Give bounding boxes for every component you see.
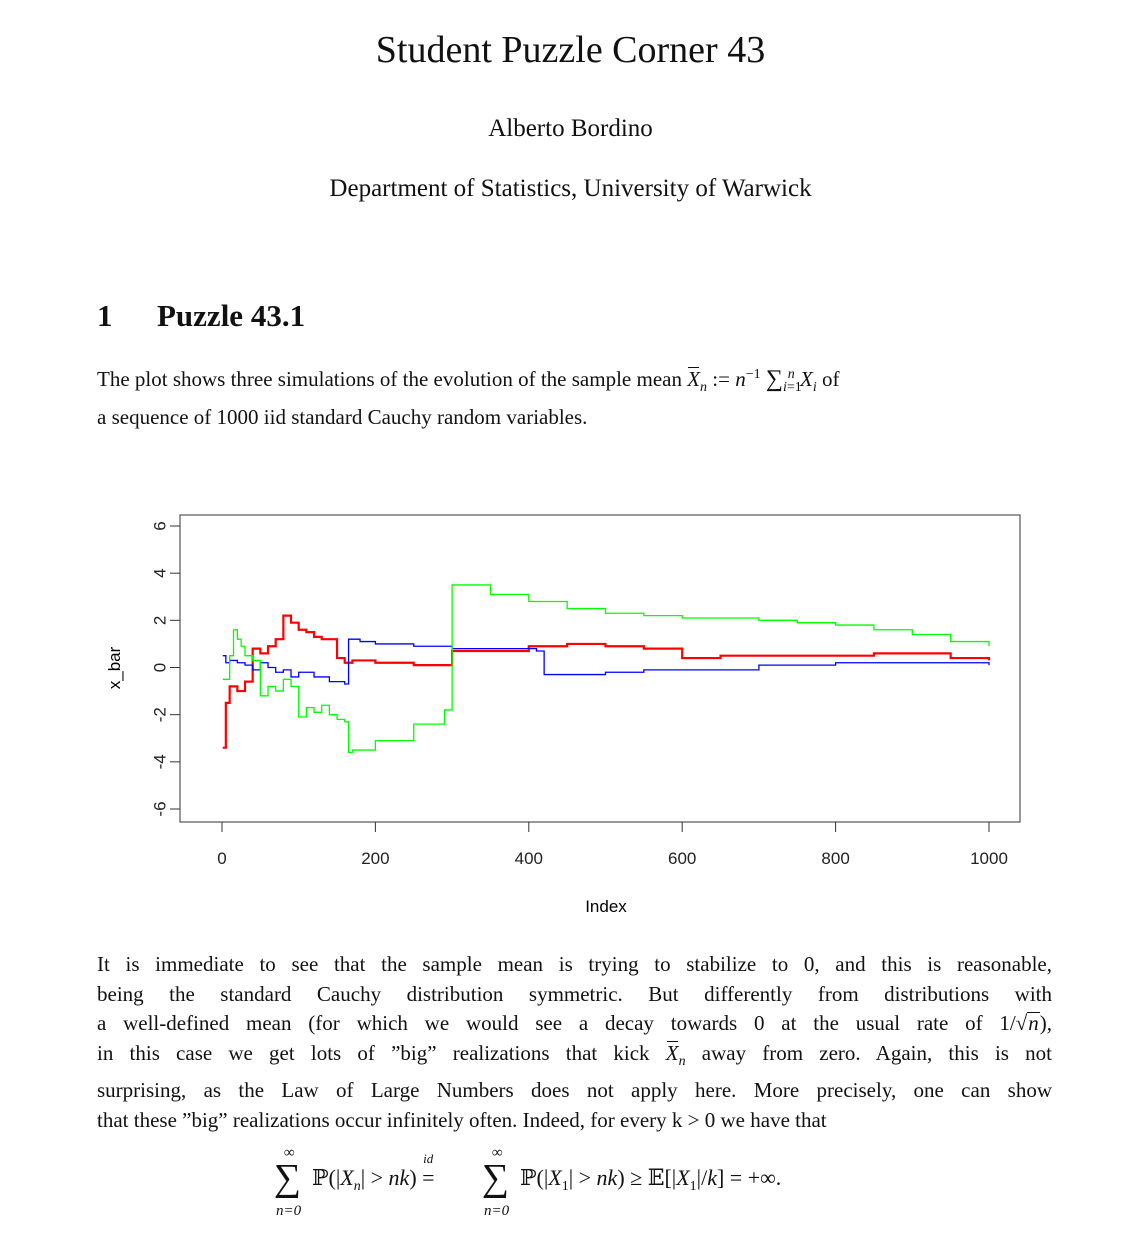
x-tick-label: 0: [217, 849, 226, 868]
plot-frame: [179, 514, 1021, 823]
section-title: Puzzle 43.1: [157, 298, 306, 333]
x-tick-label: 800: [821, 849, 849, 868]
y-axis: -6 -4 -2 0 2 4 6: [151, 521, 181, 817]
section-number: 1: [97, 298, 113, 333]
affiliation: Department of Statistics, University of …: [329, 175, 812, 202]
intro-paragraph: The plot shows three simulations of the …: [97, 360, 1052, 432]
sqrt-n: √n: [1015, 1011, 1040, 1035]
body-line-2: being the standard Cauchy distribution s…: [97, 981, 1052, 1006]
intro-text-b: of: [822, 367, 840, 391]
section-heading: 1 Puzzle 43.1: [97, 298, 305, 334]
y-tick-label: -2: [151, 707, 170, 722]
body-line-1: It is immediate to see that the sample m…: [97, 952, 1052, 976]
y-tick-label: 0: [151, 663, 170, 672]
y-tick-label: 2: [151, 616, 170, 625]
body-line-5: surprising, as the Law of Large Numbers …: [97, 1078, 1052, 1102]
body-line-3: a well-defined mean (for which we would …: [97, 1009, 1052, 1039]
body-paragraph: It is immediate to see that the sample m…: [97, 950, 1052, 1135]
display-equation: ∞ ∑ n=0 ℙ(|Xn| > nk) = id ∞ ∑ n=0 ℙ(|X1| …: [270, 1145, 970, 1225]
series-line-2: [222, 638, 990, 685]
sum-upper-2: ∞: [492, 1145, 503, 1161]
sum-lower-1: n=0: [276, 1203, 302, 1219]
x-tick-label: 1000: [970, 849, 1008, 868]
sample-mean-formula: Xn := n−1 ∑i=1n Xi: [687, 366, 817, 395]
intro-line-2: a sequence of 1000 iid standard Cauchy r…: [97, 404, 588, 429]
x-tick-label: 600: [668, 849, 696, 868]
body-text-4b: away from zero. Again, this is not: [701, 1040, 1052, 1065]
series-line-1: [222, 614, 991, 749]
sum-upper-1: ∞: [284, 1145, 295, 1161]
intro-line-1: The plot shows three simulations of the …: [97, 360, 1052, 403]
body-text-3a: a well-defined mean (for which we would …: [97, 1011, 1016, 1035]
y-tick-label: 6: [151, 521, 170, 530]
x-axis-label: Index: [585, 897, 627, 916]
y-axis-label: x_bar: [105, 646, 124, 689]
body-line-6: that these ”big” realizations occur infi…: [97, 1107, 827, 1132]
x-tick-label: 200: [361, 849, 389, 868]
y-tick-label: -6: [151, 801, 170, 816]
sum-lower-2: n=0: [484, 1203, 510, 1219]
y-tick-label: 4: [151, 568, 170, 577]
x-tick-label: 400: [515, 849, 543, 868]
body-text-3b: ),: [1039, 1011, 1052, 1035]
intro-text-a: The plot shows three simulations of the …: [97, 367, 682, 391]
author-name: Alberto Bordino: [488, 115, 653, 142]
body-line-4: in this case we get lots of ”big” realiz…: [97, 1039, 1052, 1077]
equation-right: ℙ(|X1| > nk) ≥ 𝔼[|X1|/k] = +∞.: [520, 1165, 782, 1194]
body-text-4a: in this case we get lots of ”big” realiz…: [97, 1040, 650, 1065]
sum-symbol-1: ∑: [274, 1157, 302, 1199]
y-tick-label: -4: [151, 754, 170, 769]
xbar-n: Xn: [665, 1040, 686, 1069]
sum-symbol-2: ∑: [482, 1157, 510, 1199]
series-line-3: [222, 584, 990, 754]
series-layer: [222, 584, 991, 754]
equation-left: ℙ(|Xn| > nk) = id: [312, 1151, 435, 1194]
paper-title: Student Puzzle Corner 43: [375, 29, 766, 71]
x-axis: 0 200 400 600 800 1000: [217, 821, 1008, 868]
